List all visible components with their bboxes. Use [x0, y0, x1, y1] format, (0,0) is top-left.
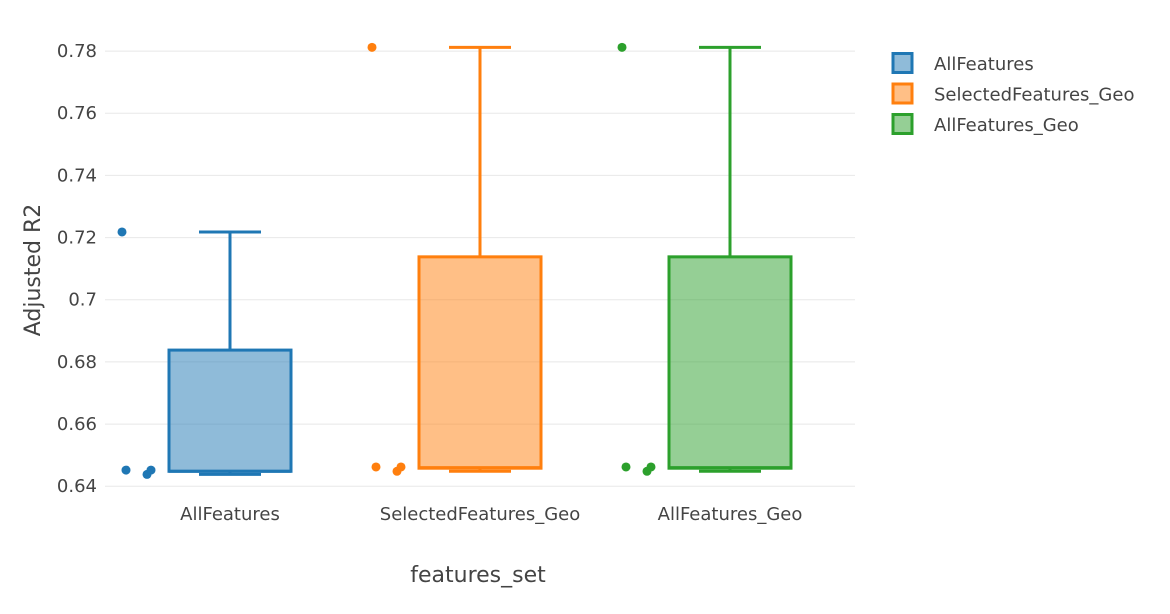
- y-tick-label: 0.66: [57, 414, 97, 435]
- legend-swatch: [891, 52, 914, 74]
- y-tick-label: 0.72: [57, 228, 97, 249]
- data-point: [371, 462, 381, 472]
- data-point: [396, 462, 406, 472]
- legend-swatch: [891, 82, 914, 105]
- y-tick-label: 0.74: [57, 165, 97, 186]
- legend-label: AllFeatures_Geo: [934, 115, 1079, 136]
- box-trace: [117, 227, 293, 479]
- box-body: [417, 255, 543, 470]
- y-tick-label: 0.76: [57, 103, 97, 124]
- legend-item: AllFeatures_Geo: [891, 113, 1079, 136]
- box-trace: [617, 42, 793, 476]
- y-tick-label: 0.64: [57, 476, 97, 497]
- y-tick-label: 0.78: [57, 41, 97, 62]
- legend-item: SelectedFeatures_Geo: [891, 82, 1134, 106]
- data-point: [617, 42, 627, 52]
- data-point: [146, 465, 156, 475]
- box-trace: [367, 42, 543, 476]
- x-axis-ticks: AllFeatures SelectedFeatures_Geo AllFeatur…: [180, 504, 802, 525]
- y-tick-label: 0.68: [57, 352, 97, 373]
- y-axis-title: Adjusted R2: [21, 204, 46, 337]
- x-tick-label: SelectedFeatures_Geo: [380, 504, 580, 525]
- data-point: [121, 465, 131, 475]
- data-point: [646, 462, 656, 472]
- data-point: [621, 462, 631, 472]
- x-tick-label: AllFeatures: [180, 504, 280, 525]
- legend: AllFeatures SelectedFeatures_Geo AllFeatur…: [891, 52, 1134, 136]
- legend-label: SelectedFeatures_Geo: [934, 85, 1134, 106]
- x-tick-label: AllFeatures_Geo: [658, 504, 803, 525]
- legend-item: AllFeatures: [891, 52, 1034, 75]
- box-body: [667, 255, 793, 470]
- box-body: [167, 348, 293, 473]
- box-traces: [117, 42, 793, 479]
- legend-swatch: [891, 113, 914, 135]
- y-axis-ticks: 0.64 0.66 0.68 0.7 0.72 0.74 0.76 0.78: [57, 41, 97, 497]
- x-axis-title: features_set: [410, 563, 546, 588]
- legend-label: AllFeatures: [934, 54, 1034, 75]
- data-point: [117, 227, 127, 237]
- y-tick-label: 0.7: [68, 290, 97, 311]
- data-point: [367, 42, 377, 52]
